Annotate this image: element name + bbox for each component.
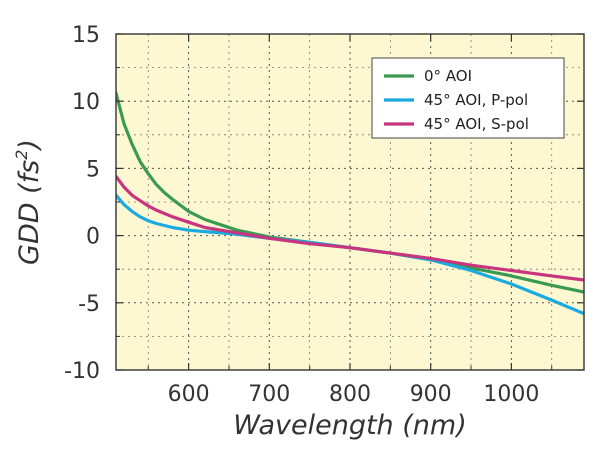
- x-tick-label-1000: 1000: [483, 382, 539, 407]
- y-tick-label--10: -10: [64, 359, 100, 384]
- legend-label-2: 45° AOI, S-pol: [424, 115, 529, 133]
- axis-ticks: 600 700 800 900 1000 -10 -5 0 5 10 15: [64, 23, 584, 407]
- y-axis-title: GDD (fs2): [12, 139, 45, 265]
- y-axis-title-main: GDD (fs: [14, 160, 45, 265]
- x-tick-label-900: 900: [410, 382, 452, 407]
- y-tick-label-0: 0: [86, 225, 100, 250]
- series-lines: [116, 91, 584, 316]
- legend: 0° AOI 45° AOI, P-pol 45° AOI, S-pol: [371, 57, 565, 139]
- x-axis-title: Wavelength (nm): [233, 410, 466, 441]
- y-tick-label--5: -5: [78, 292, 100, 317]
- x-tick-label-800: 800: [329, 382, 371, 407]
- y-axis-title-sup: 2: [12, 150, 31, 160]
- y-axis-title-close: ): [14, 139, 45, 152]
- y-tick-label-5: 5: [86, 157, 100, 182]
- legend-label-1: 45° AOI, P-pol: [424, 91, 528, 109]
- series-line-1: [116, 193, 584, 316]
- x-tick-label-700: 700: [248, 382, 290, 407]
- y-tick-label-10: 10: [72, 90, 100, 115]
- y-tick-label-15: 15: [72, 23, 100, 48]
- legend-label-0: 0° AOI: [424, 67, 472, 85]
- series-line-0: [116, 91, 584, 294]
- x-tick-label-600: 600: [168, 382, 210, 407]
- series-line-2: [116, 174, 584, 282]
